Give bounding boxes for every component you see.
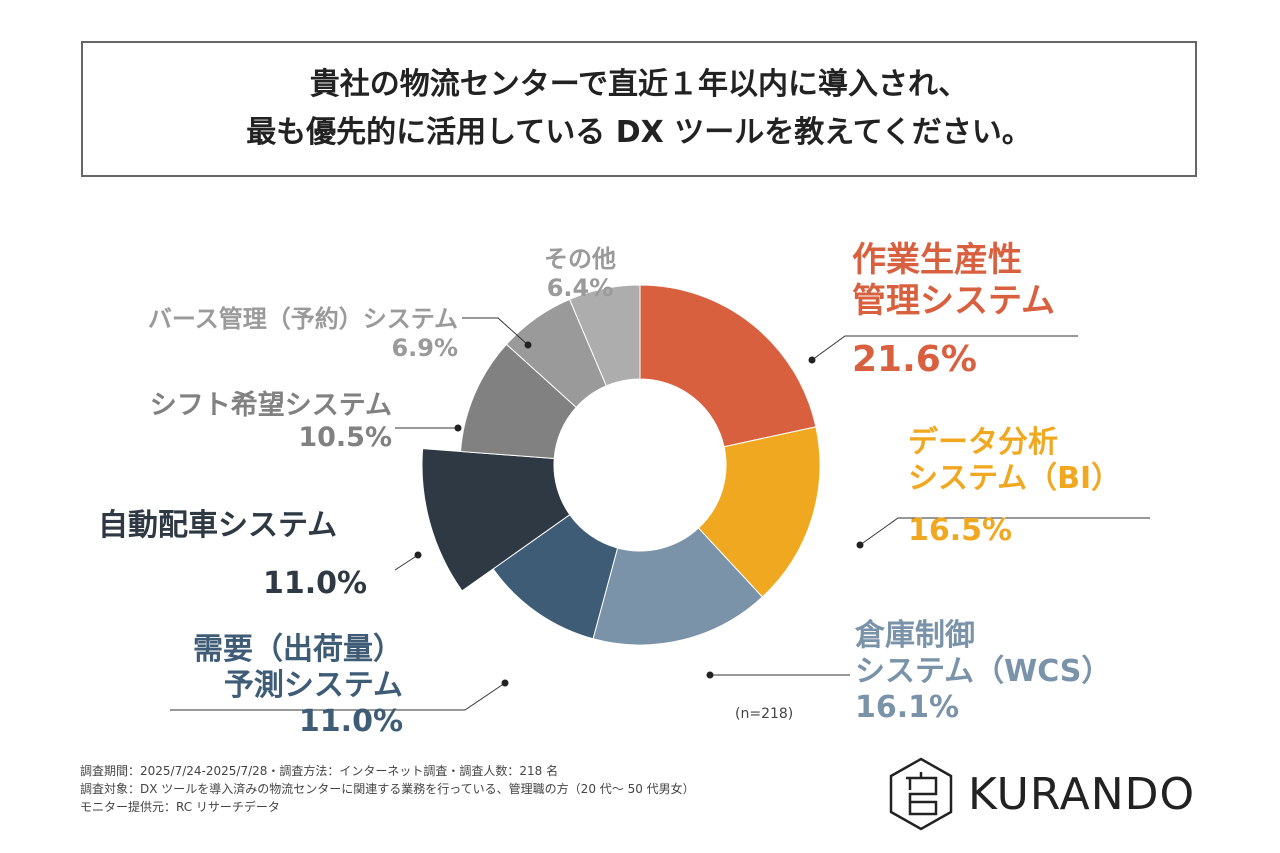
label-slice-3: 需要（出荷量） 予測システム 11.0%: [193, 632, 403, 739]
leader-line-6: [462, 317, 529, 346]
label-slice-0: 作業生産性 管理システム 21.6%: [852, 240, 1055, 380]
leader-dot-4: [414, 551, 422, 559]
donut-slice-0: [639, 284, 817, 448]
kurando-logo: KURANDO: [888, 756, 1195, 832]
footer-notes: 調査期間：2025/7/24-2025/7/28・調査方法：インターネット調査・…: [80, 764, 695, 814]
leader-dot-2: [706, 671, 714, 679]
donut-slice-1: [697, 426, 821, 598]
leader-line-1: [859, 517, 1150, 546]
donut-slice-4: [421, 448, 571, 592]
sample-size: (n=218): [735, 706, 794, 722]
label-slice-7: その他 6.4%: [544, 245, 616, 302]
leader-line-4: [394, 554, 419, 571]
label-slice-6: バース管理（予約）システム 6.9%: [147, 305, 458, 362]
leader-dot-6: [524, 341, 532, 349]
label-slice-4: 自動配車システム 11.0%: [98, 508, 368, 601]
leader-line-0: [811, 335, 1078, 361]
leader-dot-5: [454, 424, 462, 432]
chart-title: 貴社の物流センターで直近１年以内に導入され、 最も優先的に活用している DX ツ…: [81, 41, 1197, 177]
leader-dot-0: [808, 356, 816, 364]
leader-dot-1: [856, 541, 864, 549]
label-slice-1: データ分析 システム（BI） 16.5%: [908, 425, 1122, 548]
donut-slice-2: [592, 527, 764, 646]
donut-slice-7: [568, 284, 641, 387]
logo-text: KURANDO: [968, 768, 1196, 820]
leader-dot-3: [501, 679, 509, 687]
logo-mark-icon: [889, 757, 953, 831]
title-line-2: 最も優先的に活用している DX ツールを教えてください。: [246, 115, 1032, 150]
title-line-1: 貴社の物流センターで直近１年以内に導入され、: [309, 67, 969, 102]
leader-line-3: [170, 682, 506, 711]
label-slice-2: 倉庫制御 システム（WCS） 16.1%: [855, 618, 1112, 725]
label-slice-5: シフト希望システム 10.5%: [149, 390, 392, 454]
